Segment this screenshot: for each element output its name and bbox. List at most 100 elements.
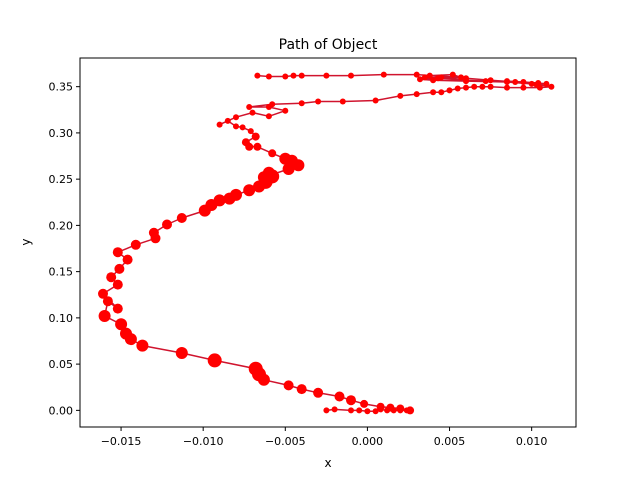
- path-point: [241, 138, 250, 147]
- path-point: [246, 104, 253, 110]
- path-point: [479, 83, 486, 90]
- y-axis-label: y: [19, 238, 33, 245]
- path-point: [360, 399, 369, 408]
- path-point: [543, 80, 550, 87]
- path-point: [430, 77, 437, 84]
- path-point: [216, 121, 223, 128]
- path-point: [112, 303, 123, 314]
- path-point: [243, 184, 256, 197]
- path-point: [548, 83, 555, 90]
- y-tick-label: 0.10: [49, 312, 74, 325]
- path-point: [482, 78, 489, 85]
- data-layer: [98, 71, 555, 415]
- path-point: [372, 97, 379, 104]
- path-point: [421, 74, 428, 81]
- path-point: [115, 318, 128, 331]
- path-point: [162, 219, 172, 230]
- path-point: [106, 272, 117, 283]
- path-point: [224, 117, 231, 124]
- path-point: [356, 407, 363, 414]
- path-point: [114, 263, 125, 274]
- path-point: [397, 92, 404, 99]
- path-point: [487, 77, 494, 84]
- path-point: [438, 89, 445, 96]
- path-point: [282, 73, 289, 80]
- path-point: [298, 72, 305, 79]
- path-point: [207, 353, 222, 368]
- path-point: [372, 408, 379, 415]
- path-point: [348, 407, 354, 414]
- path-point: [249, 109, 256, 116]
- path-point: [282, 107, 289, 114]
- path-point: [213, 194, 226, 207]
- y-tick-label: 0.35: [49, 81, 74, 94]
- path-point: [98, 310, 111, 322]
- path-point: [112, 279, 123, 290]
- path-point: [233, 123, 239, 130]
- path-point: [346, 395, 356, 406]
- path-point: [296, 384, 307, 395]
- x-tick-label: 0.000: [352, 435, 384, 448]
- path-point: [339, 98, 346, 105]
- path-point: [406, 406, 415, 415]
- path-point: [463, 84, 469, 91]
- x-tick-label: −0.005: [265, 435, 306, 448]
- path-point: [504, 78, 510, 85]
- path-point: [254, 72, 261, 79]
- path-point: [230, 188, 242, 201]
- path-point: [413, 71, 420, 78]
- x-tick-label: 0.010: [516, 435, 548, 448]
- path-point: [396, 404, 405, 413]
- path-point: [298, 100, 305, 107]
- path-point: [334, 391, 345, 402]
- path-point: [130, 239, 141, 250]
- x-tick-label: −0.015: [101, 435, 142, 448]
- path-point: [458, 74, 464, 81]
- path-point: [98, 288, 108, 299]
- path-point: [233, 114, 239, 121]
- y-tick-label: 0.30: [49, 127, 74, 140]
- path-point: [417, 76, 423, 83]
- path-point: [239, 124, 246, 131]
- path-point: [528, 80, 535, 87]
- path-point: [268, 149, 277, 158]
- path-point: [136, 339, 149, 352]
- path-point: [487, 83, 494, 90]
- path-point: [265, 73, 272, 80]
- path-point: [112, 247, 123, 258]
- path-point: [426, 72, 433, 79]
- path-point: [520, 84, 527, 91]
- path-point: [313, 387, 324, 398]
- path-point: [512, 79, 519, 85]
- path-point: [102, 296, 113, 307]
- path-point: [331, 406, 338, 413]
- path-point: [438, 74, 445, 81]
- ticks-layer: −0.015 −0.010 −0.005 0.000 0.005 0.010 0.00 0.0…: [49, 81, 548, 448]
- path-point: [413, 91, 420, 98]
- plot-area: [80, 58, 576, 427]
- path-point: [290, 72, 297, 79]
- path-point: [380, 71, 387, 78]
- path-point: [463, 75, 469, 82]
- path-point: [323, 407, 330, 414]
- x-tick-label: 0.005: [434, 435, 466, 448]
- axes-frame: [79, 57, 577, 428]
- path-point: [265, 113, 272, 120]
- path-point: [430, 89, 437, 96]
- path-point: [446, 87, 453, 94]
- path-point: [386, 403, 395, 412]
- y-tick-label: 0.25: [49, 173, 74, 186]
- path-point: [175, 347, 188, 359]
- path-point: [315, 98, 322, 105]
- path-point: [449, 71, 456, 78]
- path-point: [533, 81, 540, 88]
- path-point: [454, 85, 461, 92]
- path-point: [283, 380, 294, 391]
- path-point: [248, 361, 263, 376]
- path-point: [520, 79, 527, 85]
- path-point: [504, 84, 510, 91]
- path-point: [323, 72, 330, 79]
- path-point: [176, 213, 187, 223]
- path-point: [279, 152, 292, 165]
